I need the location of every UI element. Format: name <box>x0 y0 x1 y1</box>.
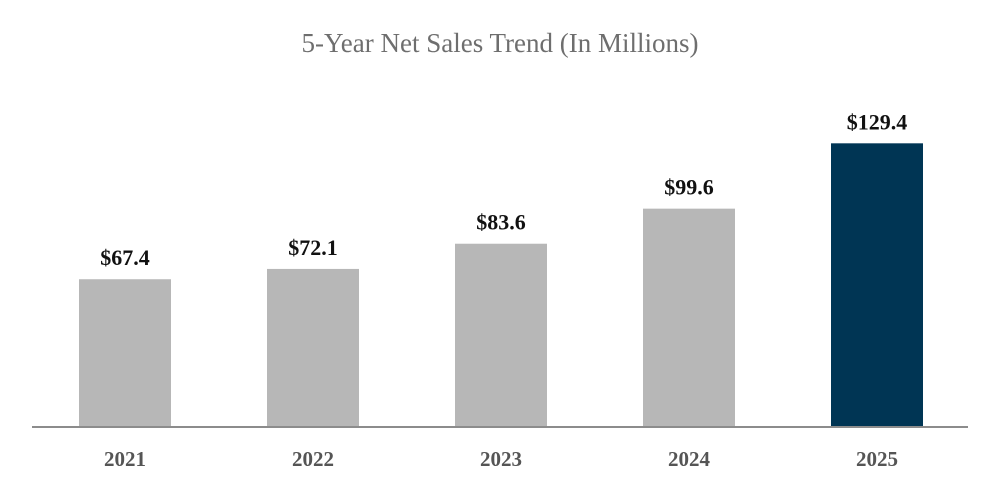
data-labels-layer: $67.4 $72.1 $83.6 $99.6 $129.4 <box>100 109 907 270</box>
x-tick-label-2024: 2024 <box>668 447 711 471</box>
x-tick-label-2022: 2022 <box>292 447 334 471</box>
x-tick-label-2025: 2025 <box>856 447 898 471</box>
data-label-2024: $99.6 <box>664 175 714 200</box>
data-label-2023: $83.6 <box>476 210 526 235</box>
data-label-2022: $72.1 <box>288 235 338 260</box>
chart-title: 5-Year Net Sales Trend (In Millions) <box>302 28 699 58</box>
bar-2022 <box>267 268 359 427</box>
bar-2025 <box>831 143 923 428</box>
x-tick-label-2021: 2021 <box>104 447 146 471</box>
bars-layer <box>79 143 923 428</box>
bar-2024 <box>643 208 735 427</box>
data-label-2025: $129.4 <box>847 109 908 134</box>
bar-2021 <box>79 279 171 427</box>
data-label-2021: $67.4 <box>100 245 150 270</box>
bar-2023 <box>455 243 547 427</box>
x-tick-labels-layer: 2021 2022 2023 2024 2025 <box>104 447 898 471</box>
x-tick-label-2023: 2023 <box>480 447 522 471</box>
